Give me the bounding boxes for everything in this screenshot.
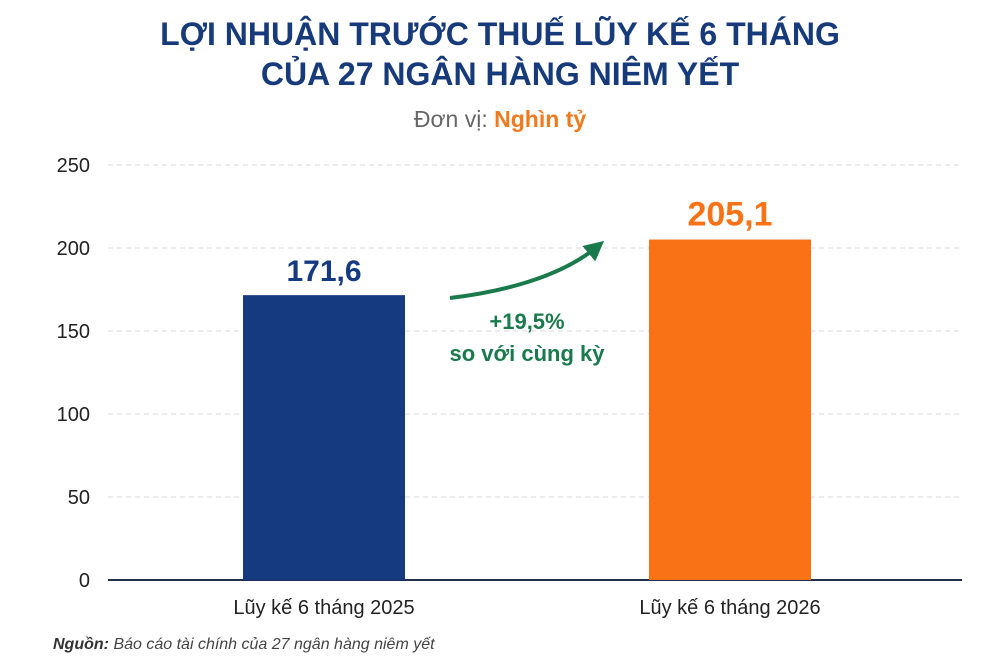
growth-percent: +19,5%	[489, 309, 564, 334]
x-category-label: Lũy kế 6 tháng 2025	[233, 597, 414, 619]
bar-value-label: 171,6	[286, 255, 361, 288]
y-tick-label: 100	[57, 404, 90, 426]
y-tick-label: 250	[57, 155, 90, 177]
unit-label: Đơn vị:	[413, 106, 488, 132]
chart-title: LỢI NHUẬN TRƯỚC THUẾ LŨY KẾ 6 THÁNG CỦA …	[0, 14, 1000, 94]
bar	[243, 295, 405, 580]
bar	[649, 239, 811, 580]
y-tick-label: 50	[68, 487, 90, 509]
bar-value-label: 205,1	[687, 196, 772, 234]
chart-title-line-2: CỦA 27 NGÂN HÀNG NIÊM YẾT	[260, 56, 740, 92]
unit-value: Nghìn tỷ	[494, 106, 587, 132]
y-axis-ticks: 0 50 100 150 200 250	[57, 155, 90, 592]
x-category-label: Lũy kế 6 tháng 2026	[639, 597, 820, 619]
chart-title-line-1: LỢI NHUẬN TRƯỚC THUẾ LŨY KẾ 6 THÁNG	[160, 16, 840, 52]
unit-caption: Đơn vị: Nghìn tỷ	[0, 106, 1000, 133]
y-tick-label: 0	[79, 570, 90, 592]
source-label: Nguồn:	[53, 636, 109, 653]
category-labels: Lũy kế 6 tháng 2025 Lũy kế 6 tháng 2026	[233, 597, 820, 619]
y-tick-label: 150	[57, 321, 90, 343]
bars	[243, 239, 811, 580]
y-tick-label: 200	[57, 238, 90, 260]
growth-arrow	[449, 240, 605, 300]
value-labels: 171,6 205,1	[286, 196, 772, 289]
growth-note: so với cùng kỳ	[449, 341, 605, 366]
source-note: Nguồn: Báo cáo tài chính của 27 ngân hàn…	[53, 636, 435, 654]
source-text: Báo cáo tài chính của 27 ngân hàng niêm …	[113, 636, 435, 653]
gridlines	[108, 164, 962, 498]
